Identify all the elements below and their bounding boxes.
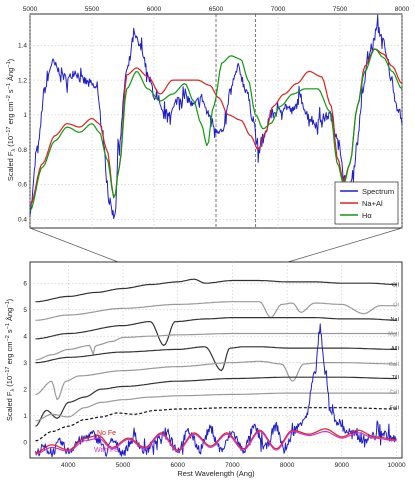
bottom-x-tick-label: 7000 xyxy=(225,462,240,469)
bottom-series-tiii xyxy=(35,376,397,427)
bottom-series xyxy=(35,278,397,458)
top-y-tick-label: 0.4 xyxy=(18,217,27,224)
bottom-y-tick-label: 4 xyxy=(23,333,27,340)
top-series-spectrum xyxy=(29,14,403,220)
bottom-x-tick-label: 4000 xyxy=(61,462,76,469)
top-x-tick-label: 6500 xyxy=(209,6,224,13)
bottom-series-label-alii: AlII xyxy=(391,346,399,352)
bottom-x-tick-label: 6000 xyxy=(170,462,185,469)
bottom-series-with-fe xyxy=(35,430,397,455)
bottom-y-tick-labels: 0 1 2 3 4 5 6 xyxy=(23,280,27,446)
top-x-tick-label: 8000 xyxy=(395,6,410,13)
bottom-x-tick-label: 5000 xyxy=(116,462,131,469)
bottom-y-tick-label: 5 xyxy=(23,307,27,314)
top-y-tick-label: 1.4 xyxy=(18,43,27,50)
top-x-tick-label: 7000 xyxy=(271,6,286,13)
legend-label-halpha: Hα xyxy=(362,211,372,220)
top-x-tick-label: 6000 xyxy=(147,6,162,13)
top-y-tick-labels: 0.4 0.6 0.8 1 1.2 1.4 xyxy=(18,43,27,224)
bottom-series-label-feii: FeII xyxy=(390,406,400,412)
bottom-x-tick-label: 10000 xyxy=(387,462,405,469)
bottom-series-label-mgii: MgII xyxy=(388,332,399,338)
bottom-x-tick-label: 8000 xyxy=(280,462,295,469)
top-x-tick-label: 7500 xyxy=(333,6,348,13)
top-y-tick-label: 1 xyxy=(23,112,27,119)
bottom-series-no-fe xyxy=(35,428,397,454)
bottom-series-cii xyxy=(35,278,397,303)
top-vlines xyxy=(215,14,257,228)
bottom-x-tick-labels: 4000 5000 6000 7000 8000 9000 10000 xyxy=(61,462,406,469)
bottom-series-label-cii: CII xyxy=(392,283,400,289)
bottom-series-label-nai: NaI xyxy=(390,317,399,323)
top-series-h xyxy=(29,48,403,211)
bottom-x-axis-label: Rest Wavelength (Ang) xyxy=(177,469,255,478)
bottom-plot-frame xyxy=(29,261,403,459)
top-y-tick-label: 0.8 xyxy=(18,147,27,154)
bottom-y-tick-label: 6 xyxy=(23,280,27,287)
bottom-y-tick-label: 2 xyxy=(23,386,27,393)
bottom-x-tick-label: 9000 xyxy=(335,462,350,469)
bottom-series-label-crii: CrII xyxy=(390,390,399,396)
top-panel: 5000 5500 6000 6500 7000 7500 8000 0.4 0.6 0.8 1 1… xyxy=(6,6,410,229)
bottom-y-tick-label: 1 xyxy=(23,413,27,420)
top-y-tick-label: 0.6 xyxy=(18,182,27,189)
zoom-connector-left xyxy=(29,227,119,263)
bottom-annotation-with-fe: With Fe xyxy=(94,447,118,454)
zoom-connector-right xyxy=(287,227,403,263)
bottom-y-tick-label: 3 xyxy=(23,360,27,367)
bottom-series-feii xyxy=(35,407,397,442)
top-x-tick-label: 5500 xyxy=(85,6,100,13)
legend-label-na-al: Na+Al xyxy=(362,199,383,208)
bottom-series-nai xyxy=(35,317,397,346)
bottom-y-axis-label: Scaled Fλ (10−17 erg cm−2 s−1 Ång−1) xyxy=(5,298,16,421)
legend-label-spectrum: Spectrum xyxy=(362,187,394,196)
bottom-y-tick-label: 0 xyxy=(23,439,27,446)
top-y-axis-label: Scaled Fλ (10−17 erg cm−2 s−1 Ång−1) xyxy=(6,58,17,181)
bottom-series-alii xyxy=(35,346,397,372)
bottom-series-oi xyxy=(35,301,397,321)
bottom-series-mgii xyxy=(35,332,397,361)
bottom-series-caii xyxy=(35,360,397,401)
bottom-series-label-oi: OI xyxy=(393,302,399,308)
bottom-series-crii xyxy=(35,392,397,422)
bottom-series-labels: CII OI NaI MgII AlII CaII TiII CrII FeII xyxy=(388,283,399,412)
top-x-tick-labels: 5000 5500 6000 6500 7000 7500 8000 xyxy=(23,6,410,13)
bottom-series-label-tiii: TiII xyxy=(392,375,400,381)
top-legend: Spectrum Na+Al Hα xyxy=(334,181,399,225)
top-x-tick-label: 5000 xyxy=(23,6,38,13)
top-series xyxy=(29,14,403,220)
bottom-annotation-no-fe: No Fe xyxy=(97,430,116,437)
zoom-connectors xyxy=(29,227,403,263)
top-y-tick-label: 1.2 xyxy=(18,77,27,84)
bottom-series-label-caii: CaII xyxy=(389,362,400,368)
